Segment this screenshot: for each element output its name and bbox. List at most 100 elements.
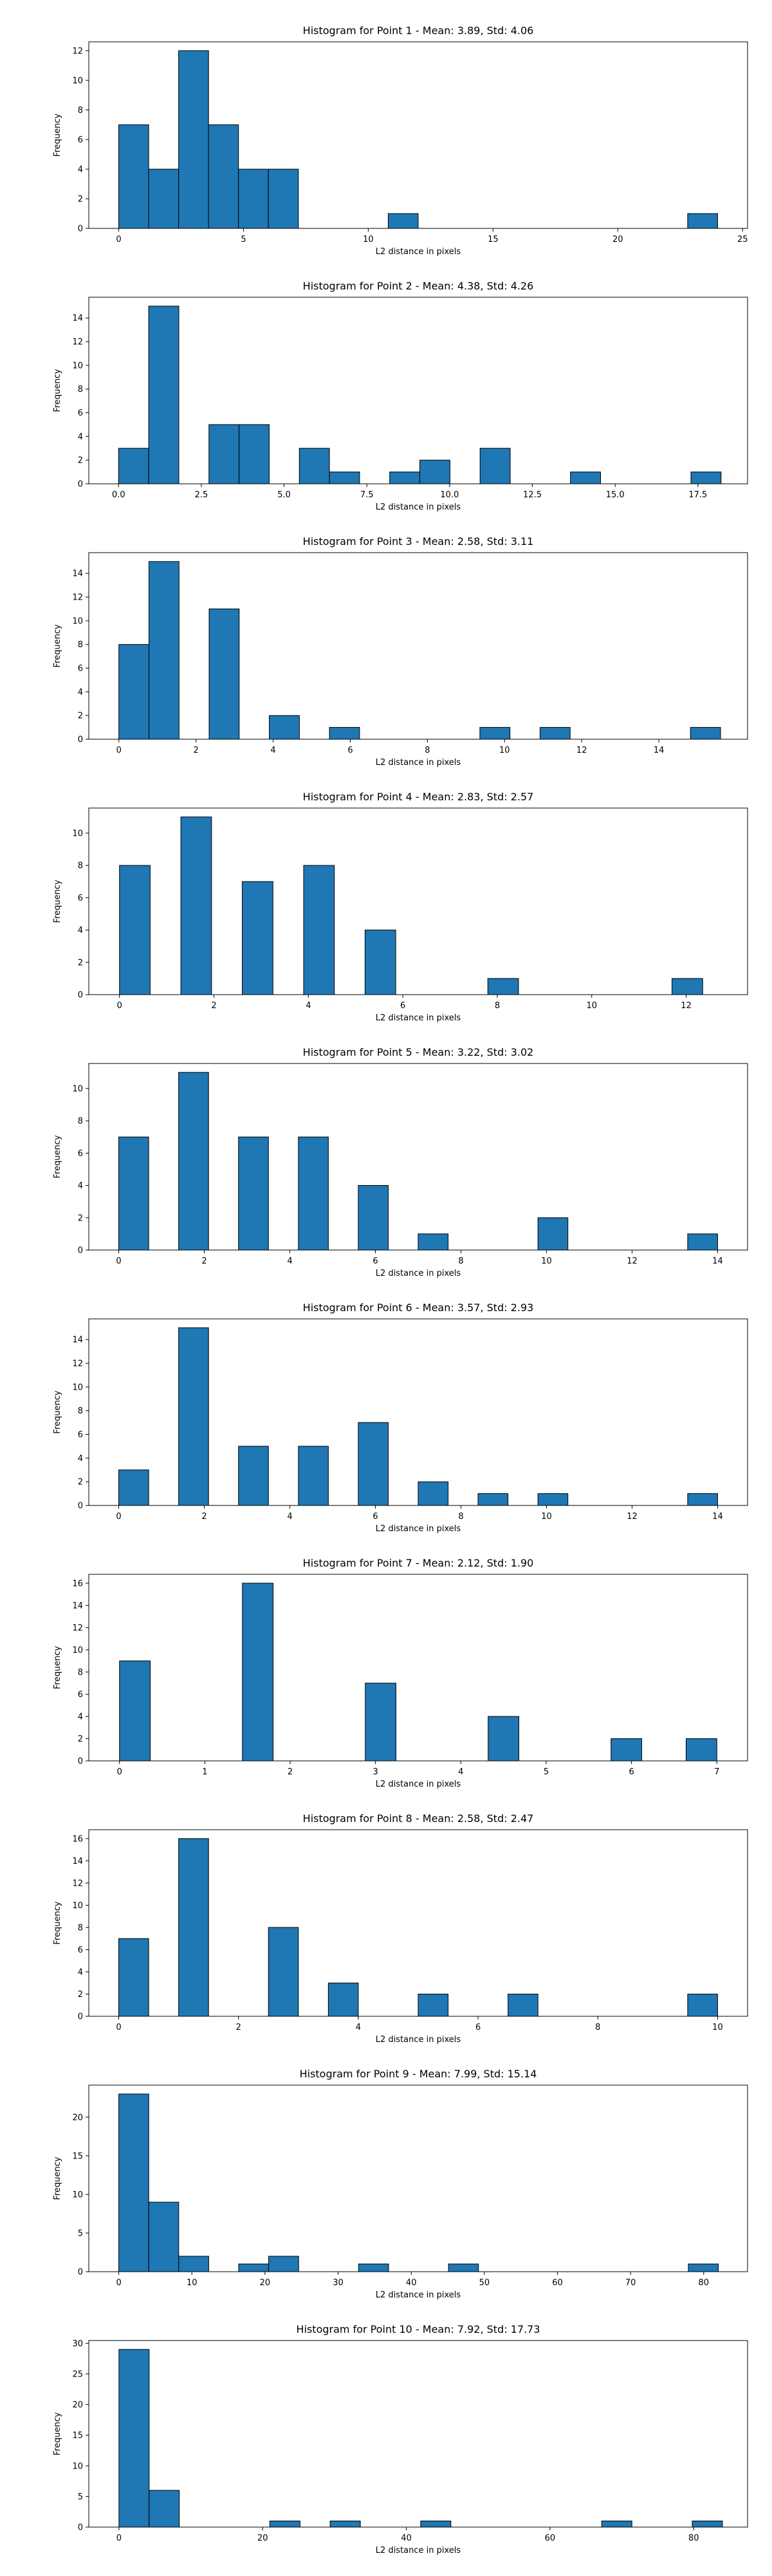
histogram-panel-2: Histogram for Point 2 - Mean: 4.38, Std:… xyxy=(53,280,748,512)
histogram-bar xyxy=(365,1682,397,1762)
histogram-bar xyxy=(690,727,721,740)
y-tick-label: 8 xyxy=(78,1406,83,1416)
x-tick-label: 1 xyxy=(202,1767,207,1777)
x-tick-label: 0 xyxy=(116,1512,121,1522)
histogram-bar xyxy=(118,1136,149,1251)
x-tick-label: 30 xyxy=(333,2278,344,2288)
y-tick-label: 6 xyxy=(78,894,83,903)
histogram-bar xyxy=(418,1481,449,1506)
y-tick-label: 12 xyxy=(72,1879,83,1888)
y-tick-label: 0 xyxy=(78,225,83,234)
chart-title: Histogram for Point 1 - Mean: 3.89, Std:… xyxy=(303,24,534,37)
histogram-bar xyxy=(672,978,703,995)
histogram-bar xyxy=(303,865,335,995)
x-tick-label: 12 xyxy=(681,1001,692,1011)
x-tick-label: 5.0 xyxy=(277,490,291,500)
y-tick-label: 8 xyxy=(78,1668,83,1677)
y-tick-label: 2 xyxy=(78,1990,83,2000)
x-tick-label: 8 xyxy=(495,1001,500,1011)
axes-frame xyxy=(88,297,748,484)
x-tick-label: 12 xyxy=(627,1512,638,1522)
x-tick-label: 8 xyxy=(458,1512,463,1522)
histogram-bar xyxy=(686,1738,717,1762)
x-tick-label: 4 xyxy=(458,1767,463,1777)
histogram-bar xyxy=(487,978,519,995)
x-tick-label: 25 xyxy=(737,235,748,244)
y-tick-label: 16 xyxy=(72,1834,83,1844)
x-tick-label: 4 xyxy=(356,2023,361,2032)
histogram-panel-5: Histogram for Point 5 - Mean: 3.22, Std:… xyxy=(53,1046,748,1278)
y-tick-label: 4 xyxy=(78,432,83,442)
x-axis-label: L2 distance in pixels xyxy=(376,1269,461,1278)
chart-title: Histogram for Point 9 - Mean: 7.99, Std:… xyxy=(300,2068,537,2080)
y-tick-label: 4 xyxy=(78,926,83,935)
y-tick-label: 12 xyxy=(72,593,83,603)
histogram-panel-7: Histogram for Point 7 - Mean: 2.12, Std:… xyxy=(53,1557,748,1789)
x-tick-label: 5 xyxy=(544,1767,549,1777)
chart-title: Histogram for Point 4 - Mean: 2.83, Std:… xyxy=(303,791,534,803)
y-tick-label: 8 xyxy=(78,106,83,115)
histogram-bar xyxy=(178,2256,209,2272)
y-tick-label: 10 xyxy=(72,1383,83,1392)
x-tick-label: 3 xyxy=(373,1767,378,1777)
histogram-bar xyxy=(208,424,240,484)
y-tick-label: 10 xyxy=(72,361,83,371)
histogram-bar xyxy=(508,1993,538,2017)
histogram-bar xyxy=(477,1493,509,1506)
x-tick-label: 20 xyxy=(257,2534,268,2543)
y-tick-label: 0 xyxy=(78,2012,83,2022)
x-tick-label: 7.5 xyxy=(360,490,374,500)
x-tick-label: 10 xyxy=(363,235,374,244)
x-tick-label: 0 xyxy=(116,746,122,755)
y-tick-label: 14 xyxy=(72,1857,83,1866)
chart-title: Histogram for Point 7 - Mean: 2.12, Std:… xyxy=(303,1557,534,1569)
x-tick-label: 0.0 xyxy=(112,490,125,500)
y-axis-label: Frequency xyxy=(53,113,62,156)
histogram-bar xyxy=(238,1136,269,1251)
histogram-bar xyxy=(242,881,273,995)
x-tick-label: 8 xyxy=(458,1256,463,1266)
x-tick-label: 2 xyxy=(201,1256,207,1266)
x-tick-label: 50 xyxy=(479,2278,490,2288)
y-tick-label: 20 xyxy=(72,2113,83,2122)
x-axis-label: L2 distance in pixels xyxy=(376,2546,461,2555)
y-tick-label: 12 xyxy=(72,338,83,347)
histogram-bar xyxy=(178,1327,209,1506)
x-tick-label: 5 xyxy=(241,235,246,244)
histogram-bar xyxy=(570,472,602,484)
x-axis-label: L2 distance in pixels xyxy=(376,2035,461,2045)
y-tick-label: 10 xyxy=(72,2461,83,2471)
axes-frame xyxy=(88,1829,748,2017)
histogram-bar xyxy=(118,644,150,740)
y-tick-label: 0 xyxy=(78,480,83,490)
x-tick-label: 10 xyxy=(712,2023,723,2032)
x-axis-label: L2 distance in pixels xyxy=(376,1524,461,1534)
x-tick-label: 12 xyxy=(627,1256,638,1266)
histogram-bar xyxy=(148,306,179,484)
histogram-bar xyxy=(149,561,179,740)
x-tick-label: 80 xyxy=(699,2278,710,2288)
x-tick-label: 2 xyxy=(288,1767,293,1777)
y-tick-label: 6 xyxy=(78,1690,83,1700)
histogram-bar xyxy=(488,1716,520,1762)
histogram-bar xyxy=(269,715,300,740)
histogram-bar xyxy=(118,1469,149,1506)
y-tick-label: 8 xyxy=(78,1117,83,1127)
x-tick-label: 7 xyxy=(714,1767,719,1777)
y-tick-label: 0 xyxy=(78,991,83,1000)
y-tick-label: 6 xyxy=(78,135,83,145)
x-tick-label: 6 xyxy=(629,1767,634,1777)
y-axis-label: Frequency xyxy=(53,1901,62,1944)
x-tick-label: 80 xyxy=(688,2534,699,2543)
histogram-bar xyxy=(611,1738,643,1762)
y-tick-label: 14 xyxy=(72,1601,83,1611)
y-tick-label: 10 xyxy=(72,616,83,626)
x-tick-label: 15.0 xyxy=(606,490,625,500)
x-tick-label: 8 xyxy=(425,746,430,755)
histogram-bar xyxy=(537,1217,569,1251)
histogram-bar xyxy=(178,1072,209,1251)
x-tick-label: 6 xyxy=(372,1256,378,1266)
x-axis-label: L2 distance in pixels xyxy=(376,502,461,512)
y-tick-label: 2 xyxy=(78,1734,83,1744)
histogram-bar xyxy=(268,2256,299,2272)
